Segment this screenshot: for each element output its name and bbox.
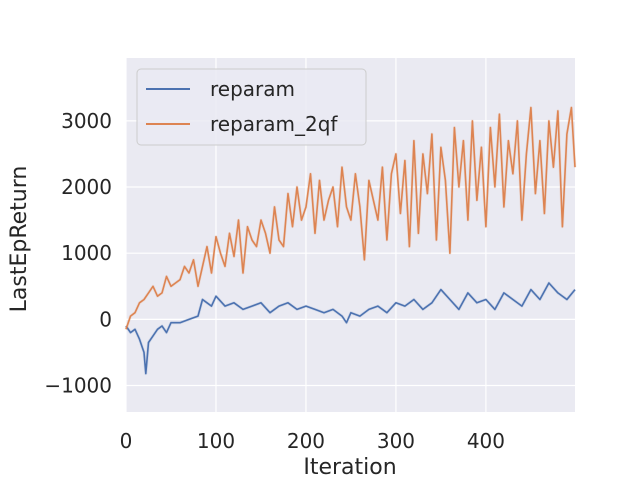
legend-frame (136, 68, 367, 146)
legend-label-reparam-2qf: reparam_2qf (210, 112, 338, 136)
y-tick-label: 2000 (61, 175, 112, 199)
y-tick-label: 1000 (61, 241, 112, 265)
series-layer (124, 106, 577, 376)
legend-label-reparam: reparam (210, 77, 295, 101)
y-tick-label: −1000 (44, 374, 112, 398)
x-axis-label: Iteration (303, 455, 396, 480)
legend: reparam reparam_2qf (136, 68, 367, 146)
y-tick-labels: −1000 0 1000 2000 3000 (44, 109, 112, 398)
x-tick-label: 0 (120, 429, 133, 453)
x-tick-label: 200 (287, 429, 325, 453)
y-axis-label: LastEpReturn (7, 166, 32, 313)
x-tick-label: 300 (377, 429, 415, 453)
y-tick-label: 3000 (61, 109, 112, 133)
x-tick-label: 100 (197, 429, 235, 453)
y-tick-label: 0 (99, 307, 112, 331)
series-line-reparam-2qf (125, 106, 576, 330)
series-line-reparam (125, 282, 576, 375)
x-tick-label: 400 (467, 429, 505, 453)
x-tick-labels: 0 100 200 300 400 (120, 429, 505, 453)
